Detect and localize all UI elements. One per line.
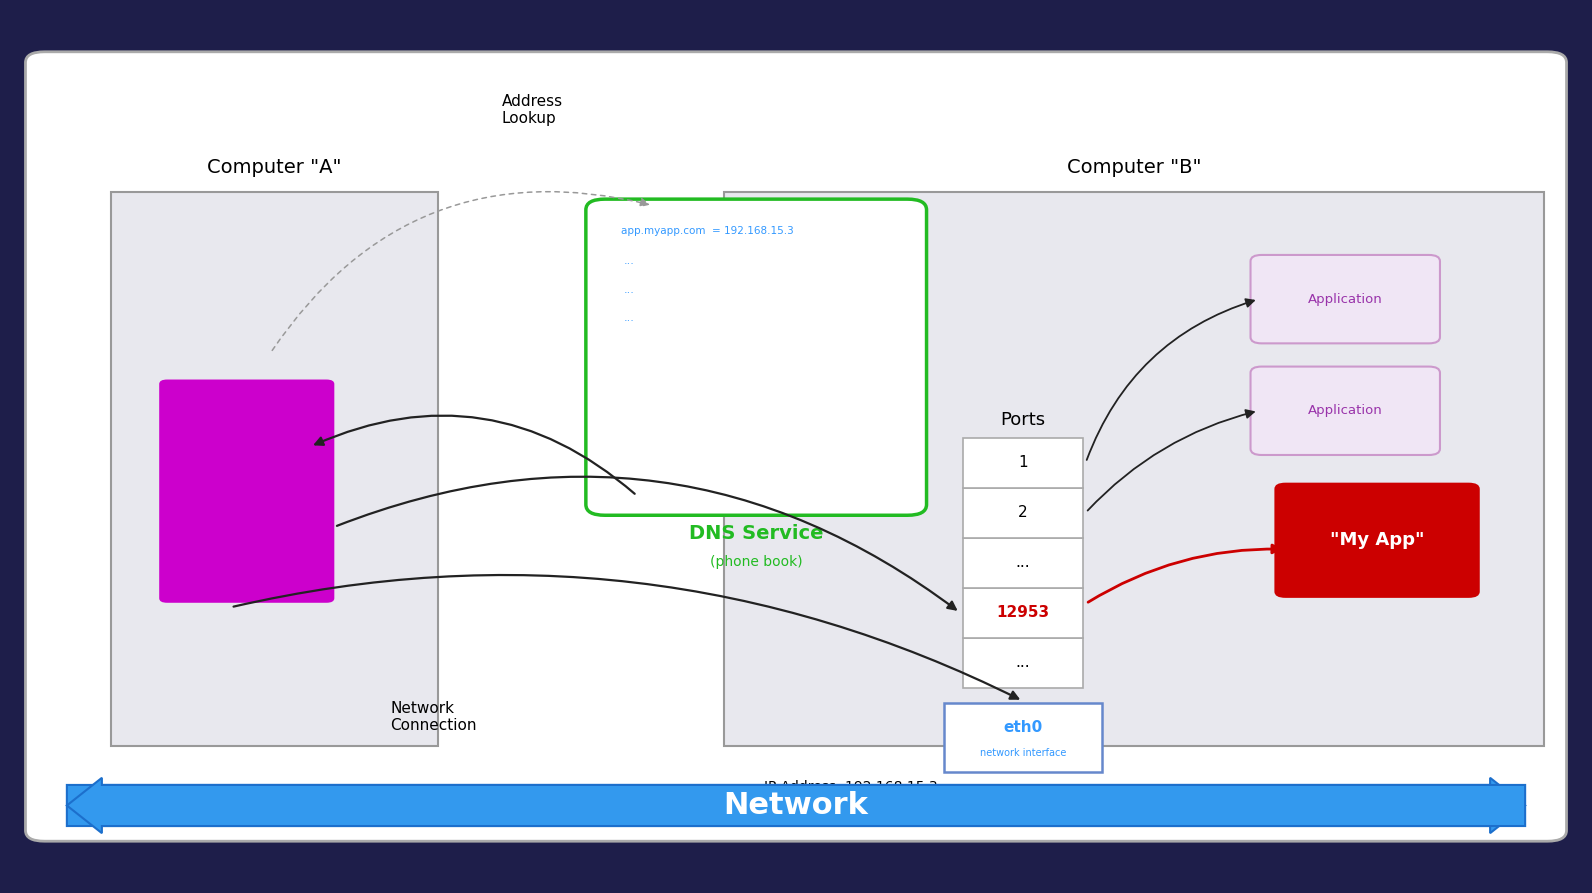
Text: 1: 1	[1017, 455, 1028, 470]
Text: "My App": "My App"	[1329, 531, 1425, 549]
FancyBboxPatch shape	[944, 703, 1102, 772]
Text: Application: Application	[1309, 293, 1382, 305]
FancyBboxPatch shape	[724, 192, 1544, 746]
FancyBboxPatch shape	[1250, 255, 1439, 343]
Text: ...: ...	[624, 285, 635, 295]
Text: Computer "B": Computer "B"	[1067, 158, 1202, 177]
Text: ...: ...	[1016, 555, 1030, 570]
Text: Application: Application	[1309, 405, 1382, 417]
Text: IP Address: 192.168.15.3: IP Address: 192.168.15.3	[764, 780, 938, 794]
Text: Network
Connection: Network Connection	[390, 701, 476, 733]
FancyBboxPatch shape	[159, 380, 334, 603]
FancyBboxPatch shape	[963, 588, 1083, 638]
FancyBboxPatch shape	[111, 192, 438, 746]
FancyArrow shape	[67, 778, 1525, 833]
Text: Computer "A": Computer "A"	[207, 158, 342, 177]
FancyBboxPatch shape	[1250, 366, 1439, 455]
FancyBboxPatch shape	[25, 52, 1567, 841]
Text: ...: ...	[624, 313, 635, 323]
FancyBboxPatch shape	[586, 199, 927, 515]
Text: network interface: network interface	[979, 748, 1067, 758]
FancyBboxPatch shape	[963, 438, 1083, 488]
Text: (phone book): (phone book)	[710, 555, 802, 570]
FancyBboxPatch shape	[1274, 482, 1481, 598]
Text: Network: Network	[723, 791, 869, 820]
Text: app.myapp.com  = 192.168.15.3: app.myapp.com = 192.168.15.3	[621, 226, 794, 236]
FancyBboxPatch shape	[963, 538, 1083, 588]
Text: 2: 2	[1017, 505, 1028, 520]
Text: 12953: 12953	[997, 605, 1049, 620]
FancyBboxPatch shape	[963, 488, 1083, 538]
Text: DNS Service: DNS Service	[689, 524, 823, 543]
Text: ...: ...	[624, 256, 635, 266]
Text: ...: ...	[1016, 655, 1030, 670]
Text: Ports: Ports	[1000, 411, 1046, 429]
Text: Address
Lookup: Address Lookup	[501, 94, 562, 126]
FancyBboxPatch shape	[963, 638, 1083, 688]
Text: eth0: eth0	[1003, 720, 1043, 735]
FancyArrow shape	[67, 778, 1525, 833]
